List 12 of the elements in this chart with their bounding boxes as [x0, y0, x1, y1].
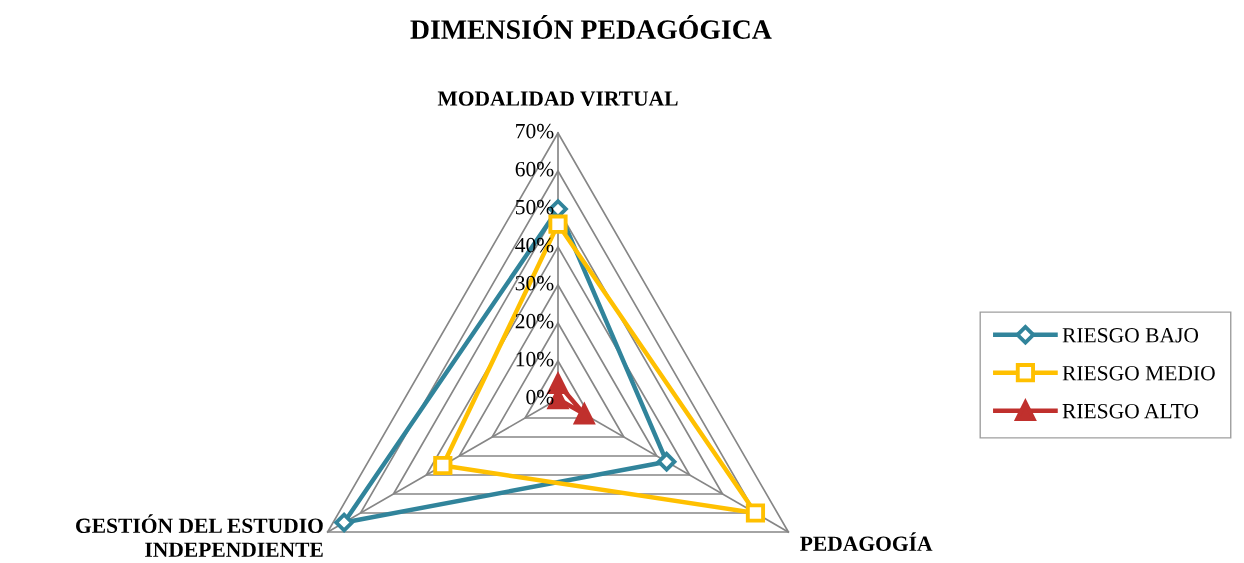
y-tick-label: 10%	[516, 351, 554, 367]
legend-label: RIESGO MEDIO	[1062, 365, 1215, 381]
legend-label: RIESGO BAJO	[1062, 328, 1199, 343]
y-tick-label: 70%	[516, 123, 554, 139]
spoke-label: PEDAGOGÍA	[800, 532, 933, 551]
chart-title: DIMENSIÓN PEDAGÓGICA	[410, 14, 772, 39]
spoke-label: MODALIDAD VIRTUAL	[437, 91, 678, 106]
spoke-label: GESTIÓN DEL ESTUDIO INDEPENDIENTE	[76, 514, 323, 557]
legend-label: RIESGO ALTO	[1062, 403, 1199, 419]
y-tick-label: 0%	[526, 389, 554, 405]
y-tick-label: 60%	[515, 161, 554, 177]
y-tick-label: 20%	[515, 313, 554, 329]
